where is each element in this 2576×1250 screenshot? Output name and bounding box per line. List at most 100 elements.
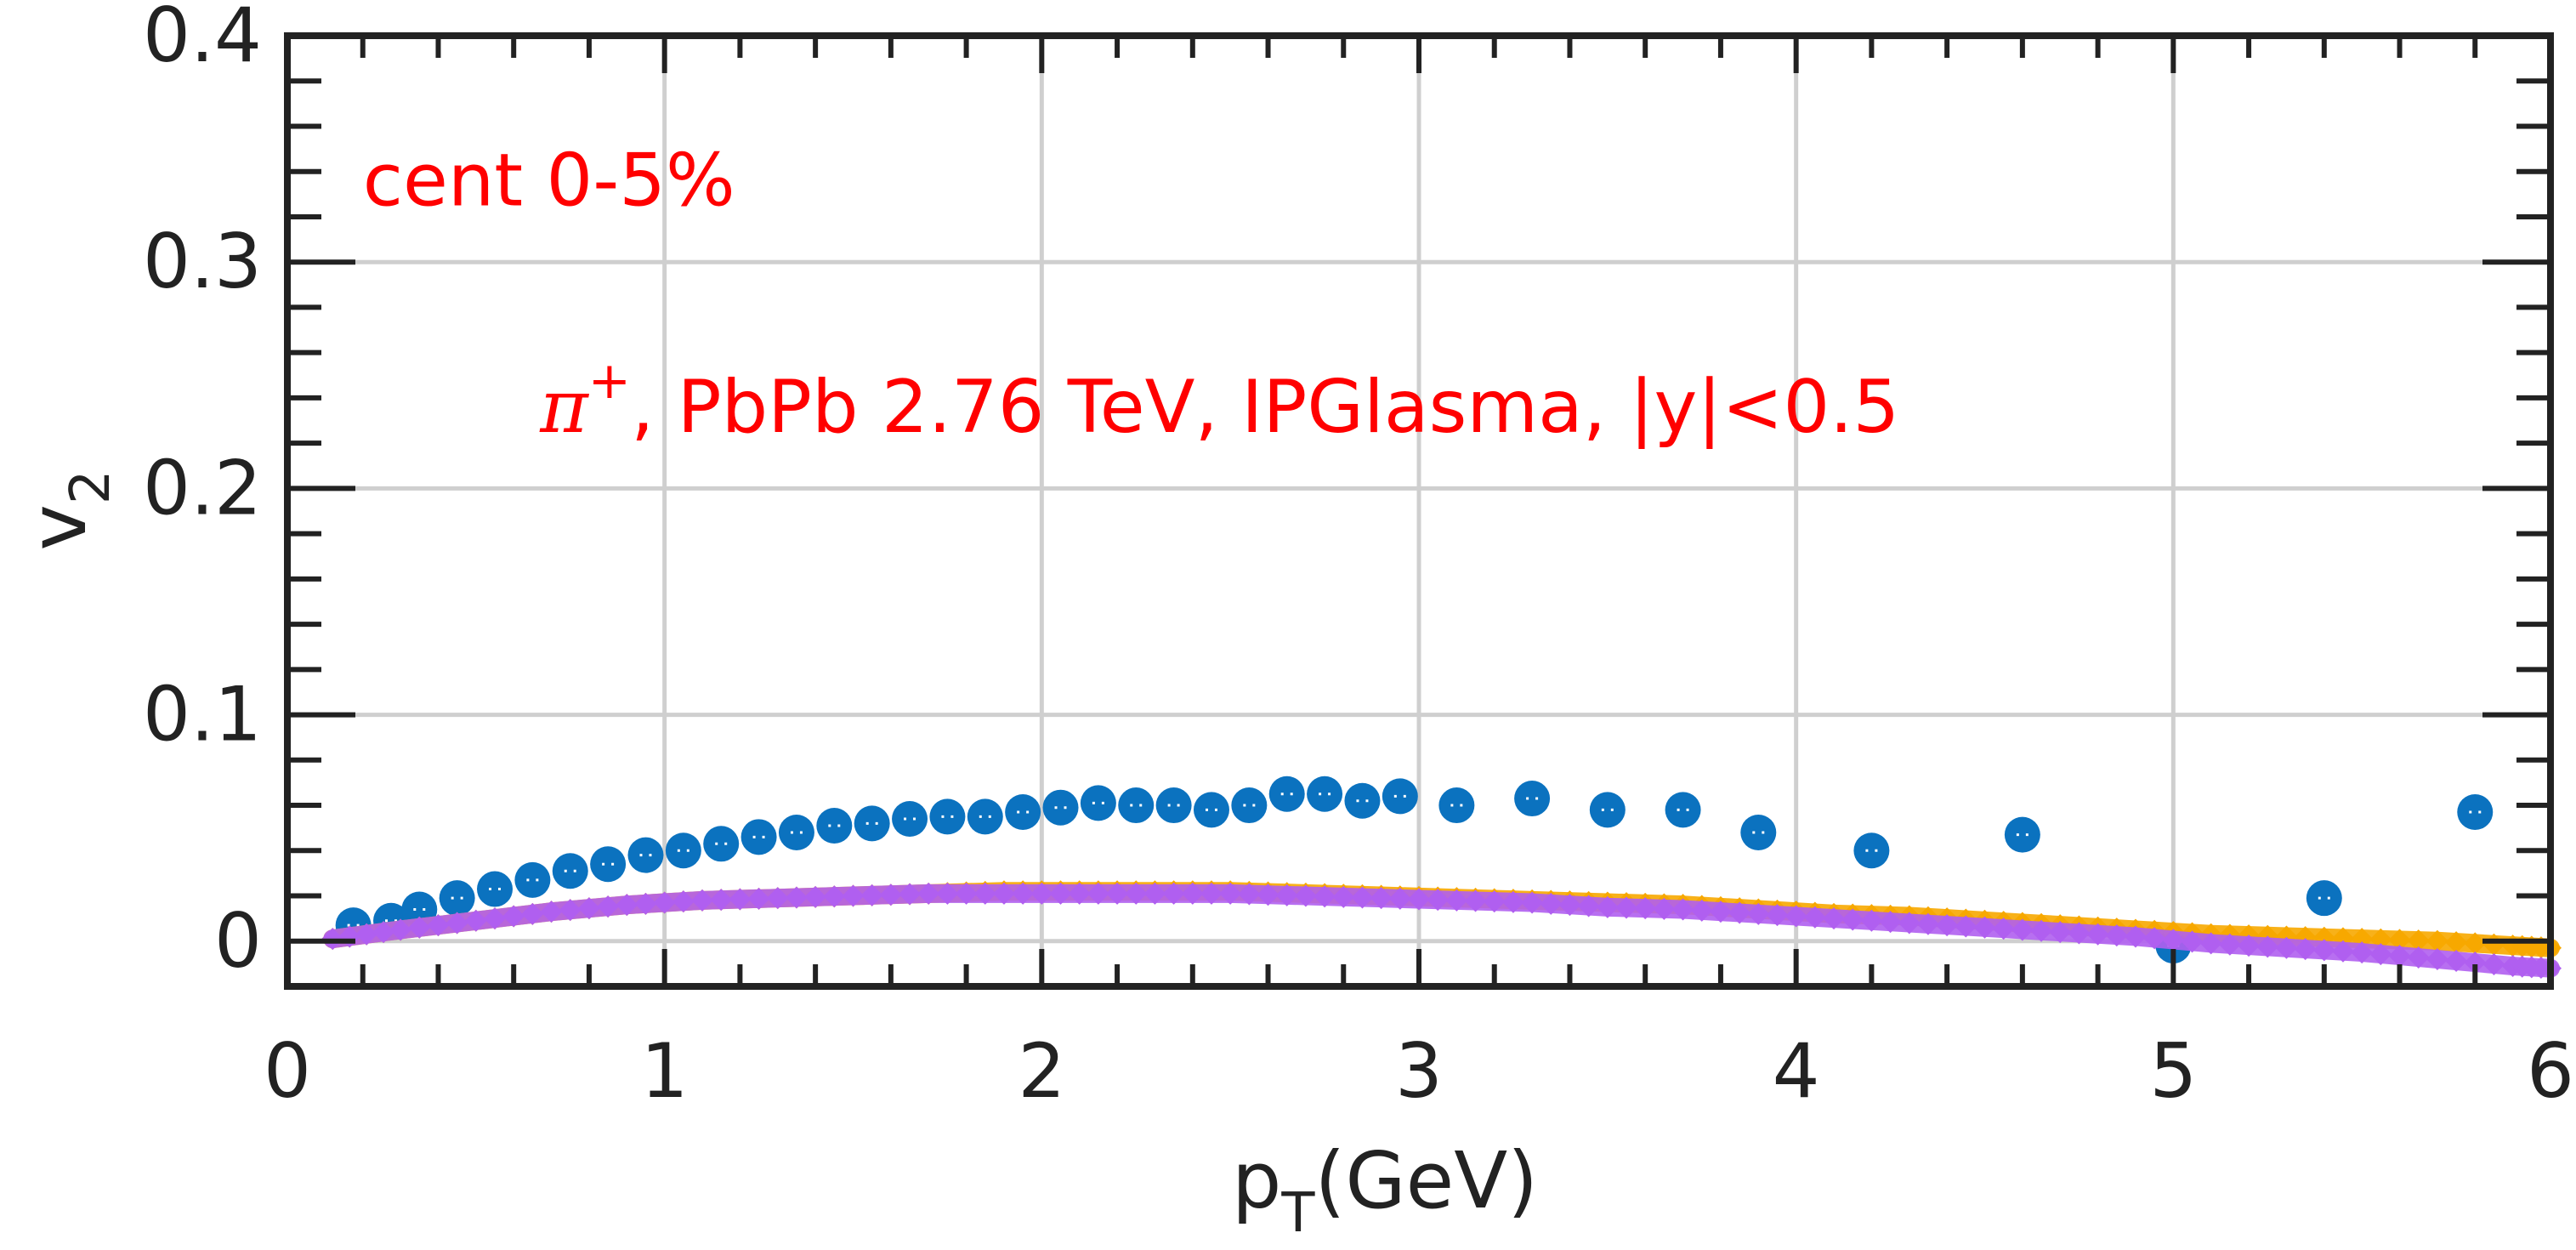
- x-tick-label: 5: [2149, 1027, 2197, 1115]
- data-point: [439, 880, 475, 917]
- data-point: [2445, 931, 2468, 954]
- data-point: [2457, 794, 2494, 831]
- data-point: [1332, 885, 1355, 908]
- data-point: [1388, 887, 1411, 910]
- data-point: [1427, 889, 1450, 912]
- data-point: [1162, 882, 1185, 905]
- data-point: [1766, 904, 1789, 927]
- data-point: [955, 882, 978, 905]
- data-point: [804, 885, 827, 908]
- data-point: [445, 912, 468, 935]
- data-point: [2482, 953, 2505, 976]
- data-point: [1540, 892, 1563, 915]
- y-tick-label: 0.1: [143, 671, 262, 759]
- frame-layer: [284, 32, 2554, 990]
- data-point: [1634, 897, 1657, 920]
- data-point: [973, 882, 996, 905]
- grid-layer: [287, 36, 2550, 986]
- y-axis-title-main: v: [13, 504, 104, 550]
- data-point: [2004, 816, 2040, 853]
- data-point: [627, 837, 664, 873]
- data-point: [1231, 787, 1268, 824]
- data-point: [892, 801, 928, 838]
- data-point: [860, 884, 883, 906]
- data-point: [1344, 782, 1381, 819]
- data-point: [703, 826, 740, 862]
- data-point: [408, 916, 431, 939]
- data-point: [785, 886, 808, 909]
- data-point: [899, 883, 922, 906]
- data-point: [1784, 905, 1807, 928]
- data-point: [1992, 918, 2015, 940]
- data-point: [1728, 901, 1751, 924]
- x-axis-title-suffix: (GeV): [1314, 1135, 1538, 1226]
- data-point: [823, 885, 846, 908]
- x-axis-title: pT(GeV): [1232, 1135, 1538, 1245]
- data-point: [2218, 933, 2241, 956]
- data-point: [672, 890, 695, 913]
- data-point: [577, 897, 600, 920]
- data-point: [747, 887, 770, 910]
- data-point: [1351, 886, 1374, 909]
- x-tick-label: 1: [641, 1027, 689, 1115]
- data-point: [372, 921, 395, 944]
- data-point: [477, 871, 513, 907]
- data-point: [2464, 952, 2487, 974]
- data-point: [1087, 882, 1109, 905]
- data-point: [2388, 945, 2411, 968]
- data-point: [634, 892, 657, 915]
- data-point: [1118, 787, 1155, 824]
- data-point: [2407, 929, 2430, 952]
- data-point: [1853, 832, 1890, 869]
- data-point: [1589, 792, 1626, 828]
- data-point: [1464, 889, 1487, 912]
- data-point: [1438, 787, 1475, 824]
- data-point: [2369, 943, 2392, 966]
- data-point: [1860, 909, 1883, 932]
- data-point: [1577, 895, 1600, 918]
- data-point: [1314, 885, 1336, 908]
- data-point: [1382, 778, 1418, 815]
- data-point: [1012, 882, 1035, 905]
- data-point: [1690, 899, 1713, 922]
- data-point: [1653, 897, 1676, 920]
- data-point: [2086, 923, 2109, 946]
- data-point: [1514, 781, 1551, 817]
- data-point: [710, 889, 733, 912]
- data-point: [778, 814, 814, 850]
- x-tick-label: 2: [1018, 1027, 1065, 1115]
- data-point: [1615, 896, 1638, 919]
- x-tick-label: 3: [1395, 1027, 1443, 1115]
- x-tick-label: 6: [2527, 1027, 2574, 1115]
- data-point: [665, 832, 701, 869]
- annotation-layer: cent 0-5% π+, PbPb 2.76 TeV, IPGlasma, |y…: [363, 139, 1899, 450]
- data-point: [2294, 938, 2317, 961]
- data-point: [816, 808, 853, 844]
- data-point: [1558, 894, 1581, 917]
- data-point: [2407, 946, 2430, 969]
- data-point: [879, 884, 902, 906]
- x-tick-label: 4: [1773, 1027, 1820, 1115]
- axis-title-layer: pT(GeV)v2: [13, 469, 1538, 1245]
- data-point: [854, 805, 890, 842]
- data-point: [1106, 882, 1129, 905]
- data-point: [2030, 919, 2053, 942]
- data-point: [2105, 924, 2128, 947]
- data-point: [559, 899, 582, 922]
- annotation-text: , PbPb 2.76 TeV, IPGlasma, |y|<0.5: [631, 365, 1899, 450]
- data-point: [740, 819, 777, 855]
- data-point: [502, 905, 525, 928]
- data-point: [1193, 792, 1229, 828]
- y-axis-title: v2: [13, 469, 122, 550]
- data-point: [2445, 950, 2468, 973]
- data-point: [597, 895, 620, 918]
- annotation-symbol: π: [539, 365, 589, 450]
- data-point: [521, 902, 544, 925]
- data-point: [967, 798, 1003, 835]
- series-line: [323, 884, 2560, 978]
- data-point: [1740, 814, 1777, 850]
- y-axis-title-sub: 2: [60, 469, 122, 504]
- data-point: [2162, 929, 2185, 952]
